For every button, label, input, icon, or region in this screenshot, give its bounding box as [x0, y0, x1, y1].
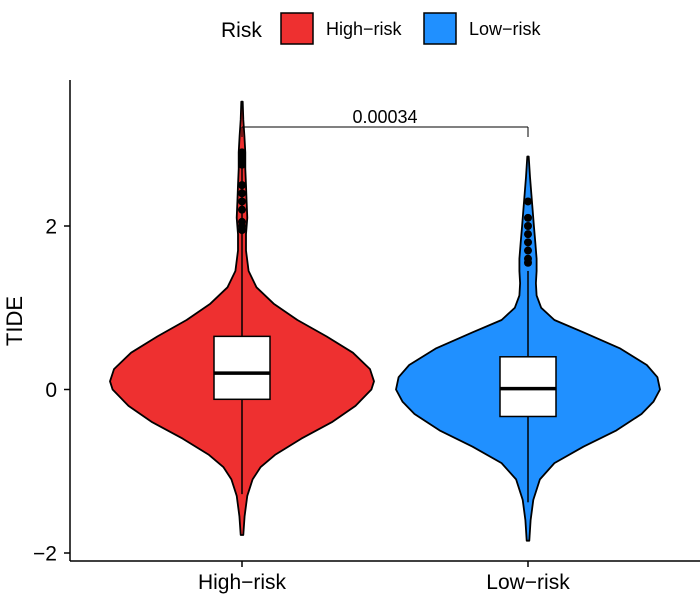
x-tick-label: High−risk	[198, 571, 287, 594]
y-axis-ticks: −2 0 2	[33, 216, 70, 566]
outlier-point-high-risk	[238, 181, 246, 190]
box-low-risk	[499, 356, 557, 418]
legend-swatch-low-risk	[423, 12, 457, 45]
outlier-point-low-risk	[524, 238, 532, 247]
y-tick-label: −2	[33, 543, 57, 566]
x-tick-label: Low−risk	[486, 571, 570, 594]
y-axis-title: TIDE	[2, 296, 27, 346]
legend-title: Risk	[221, 19, 262, 42]
outlier-point-high-risk	[238, 205, 246, 214]
legend-label-low-risk: Low−risk	[469, 19, 542, 39]
outlier-point-low-risk	[524, 254, 532, 263]
x-axis-ticks: High−risk Low−risk	[198, 561, 570, 594]
outlier-point-low-risk	[524, 222, 532, 230]
outlier-point-high-risk	[238, 197, 246, 206]
outlier-point-high-risk	[238, 189, 246, 198]
outlier-point-high-risk	[238, 226, 246, 235]
outlier-point-high-risk	[238, 160, 246, 169]
legend-label-high-risk: High−risk	[326, 19, 403, 39]
outlier-point-low-risk	[524, 213, 532, 222]
y-tick-label: 2	[45, 216, 57, 239]
p-value-label: 0.00034	[352, 107, 417, 127]
outlier-point-low-risk	[524, 246, 532, 255]
plot-area	[109, 100, 661, 542]
significance-annotation: 0.00034	[241, 107, 529, 137]
legend-swatch-high-risk	[280, 12, 314, 45]
box-high-risk	[213, 335, 271, 401]
outlier-point-low-risk	[524, 197, 532, 206]
y-tick-label: 0	[45, 379, 57, 402]
legend: Risk High−risk Low−risk	[221, 12, 542, 45]
outlier-point-low-risk	[524, 230, 532, 239]
